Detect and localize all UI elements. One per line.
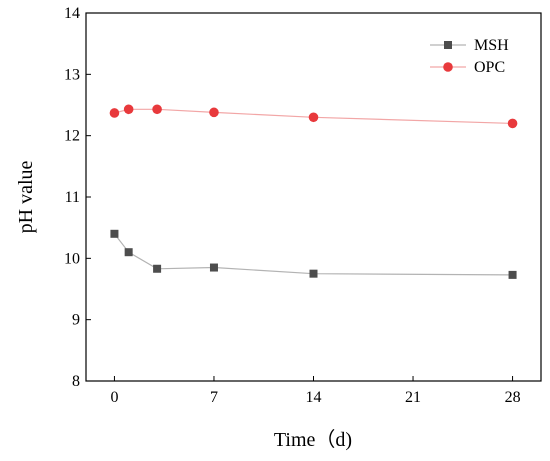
legend-label: MSH [474, 37, 509, 54]
legend-label: OPC [474, 59, 505, 76]
legend-marker [443, 62, 453, 72]
data-point [153, 264, 162, 273]
y-axis-title: pH value [15, 161, 37, 234]
data-point [209, 107, 219, 118]
y-tick-label: 12 [64, 128, 80, 145]
y-tick-label: 10 [64, 250, 80, 267]
data-point [507, 118, 518, 129]
data-point [110, 229, 119, 238]
data-point [209, 263, 218, 272]
y-axis: 8 9 10 11 12 13 14 [64, 5, 91, 390]
series-opc [109, 104, 518, 129]
y-tick-label: 8 [72, 373, 80, 390]
x-axis-title: Time（d) [274, 428, 352, 451]
series-layer [109, 104, 518, 279]
data-point [308, 112, 319, 123]
legend: MSH OPC [430, 37, 509, 76]
y-tick-label: 13 [64, 66, 80, 83]
x-tick-label: 28 [505, 389, 521, 406]
x-tick-label: 7 [210, 389, 218, 406]
legend-item-opc: OPC [430, 59, 505, 76]
series-line [113, 233, 513, 276]
data-point [123, 104, 134, 115]
data-point [309, 269, 318, 278]
plot-frame [85, 12, 542, 382]
y-tick-label: 14 [64, 5, 80, 22]
series-msh [110, 229, 517, 279]
x-tick-label: 0 [110, 389, 118, 406]
data-point [124, 248, 133, 257]
legend-marker [444, 41, 452, 49]
data-point [508, 270, 517, 279]
data-point [109, 108, 120, 118]
data-point [152, 104, 162, 115]
x-tick-label: 21 [405, 389, 421, 406]
legend-item-msh: MSH [430, 37, 509, 54]
y-tick-label: 11 [65, 189, 80, 206]
x-axis: 0 7 14 21 28 [110, 376, 521, 406]
y-tick-label: 9 [72, 312, 80, 329]
x-tick-label: 14 [306, 389, 322, 406]
